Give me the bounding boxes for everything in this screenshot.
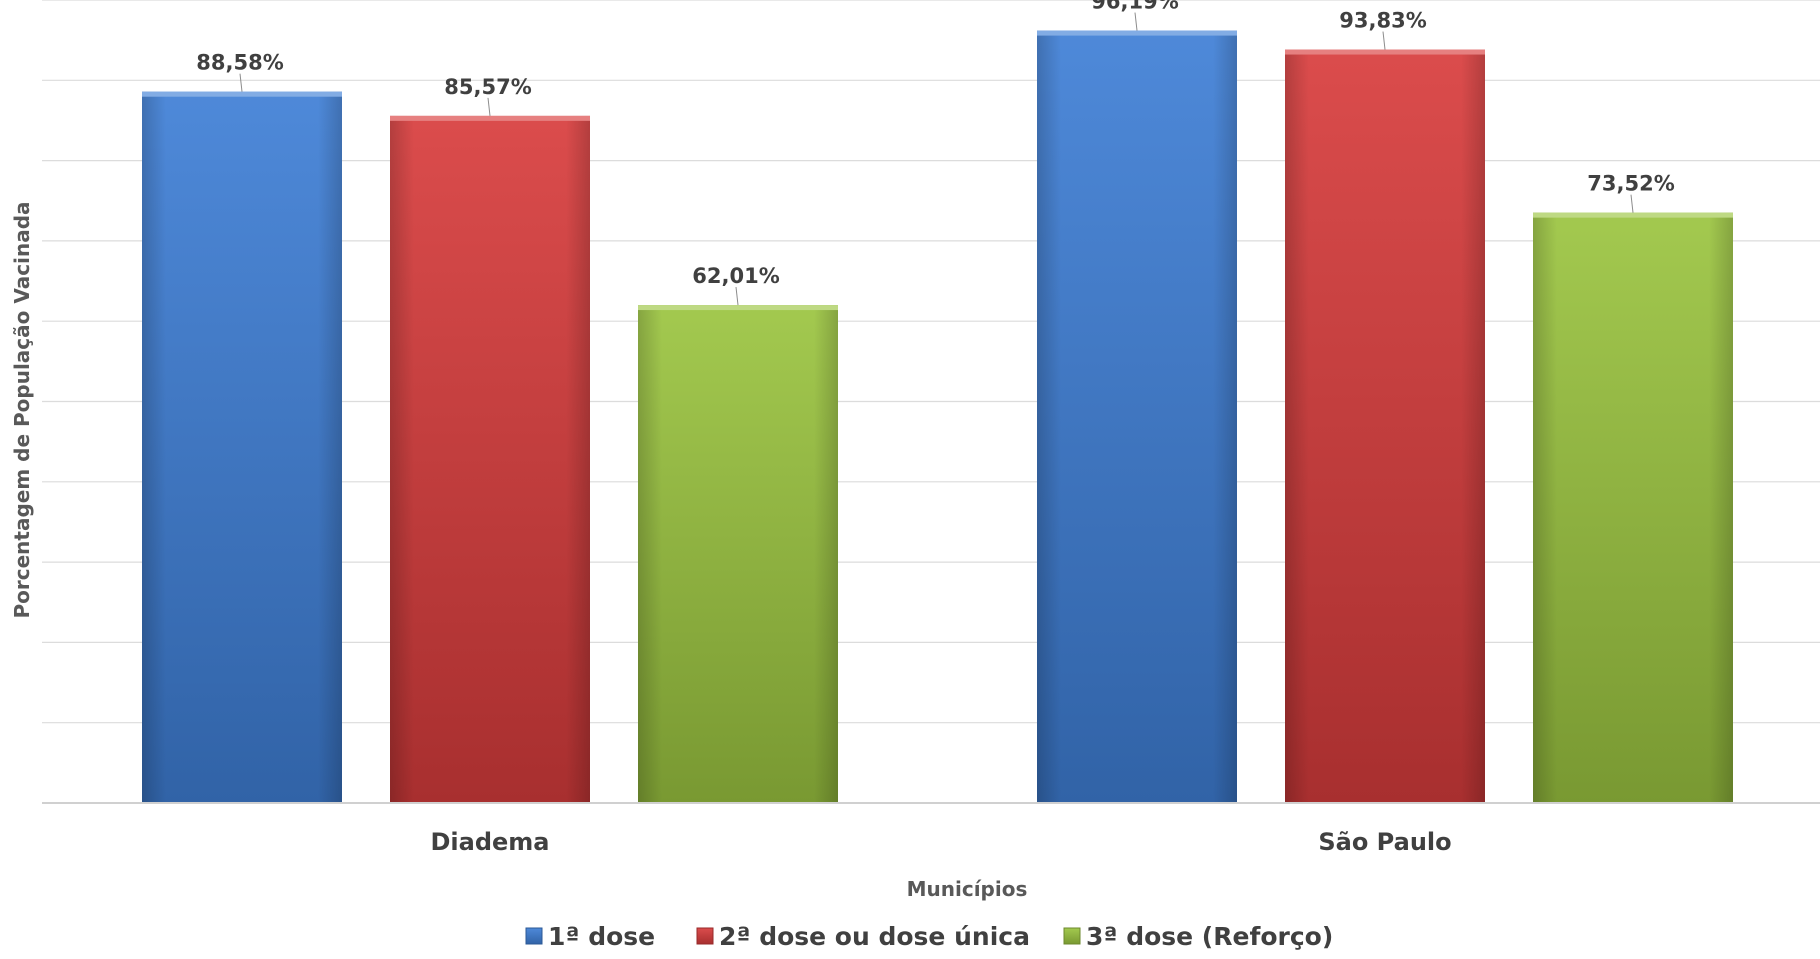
legend-entry: 3ª dose (Reforço)	[1086, 922, 1333, 951]
data-label: 73,52%	[1587, 172, 1674, 196]
category-label: Diadema	[430, 828, 549, 856]
bar-shade	[142, 91, 342, 804]
data-label: 62,01%	[692, 264, 779, 288]
bar-shade	[1037, 30, 1237, 803]
bar-top-highlight	[1533, 212, 1733, 218]
data-label: 93,83%	[1339, 9, 1426, 33]
data-label: 96,19%	[1091, 0, 1178, 14]
bars	[142, 30, 1733, 804]
bar-shade	[1533, 212, 1733, 803]
category-labels: Diadema São Paulo	[430, 828, 1451, 856]
data-label-leader	[1382, 31, 1386, 50]
legend-swatch	[1063, 927, 1081, 945]
data-label-leader	[487, 97, 491, 116]
data-label-leader	[735, 287, 739, 306]
bar-shade	[390, 115, 590, 803]
data-labels: 88,58% 85,57% 62,01% 96,19% 93,83% 73,52%	[196, 0, 1675, 306]
data-label-leader	[1630, 194, 1634, 213]
x-axis-title: Municípios	[907, 877, 1028, 901]
bar-shade	[1285, 49, 1485, 803]
category-label: São Paulo	[1318, 828, 1451, 856]
legend-swatch	[696, 927, 714, 945]
legend: 1ª dose 2ª dose ou dose única 3ª dose (Ref…	[525, 922, 1333, 951]
data-label-leader	[1134, 12, 1138, 31]
bar-top-highlight	[390, 115, 590, 121]
legend-swatch	[525, 927, 543, 945]
bar-top-highlight	[1037, 30, 1237, 36]
data-label-leader	[239, 73, 243, 92]
data-label: 88,58%	[196, 51, 283, 75]
bar-shade	[638, 305, 838, 803]
bar-top-highlight	[142, 91, 342, 97]
data-label: 85,57%	[444, 75, 531, 99]
bar-top-highlight	[638, 305, 838, 311]
legend-entry: 1ª dose	[548, 922, 655, 951]
y-axis-title: Porcentagem de População Vacinada	[10, 201, 34, 618]
bar-top-highlight	[1285, 49, 1485, 55]
legend-entry: 2ª dose ou dose única	[719, 922, 1030, 951]
